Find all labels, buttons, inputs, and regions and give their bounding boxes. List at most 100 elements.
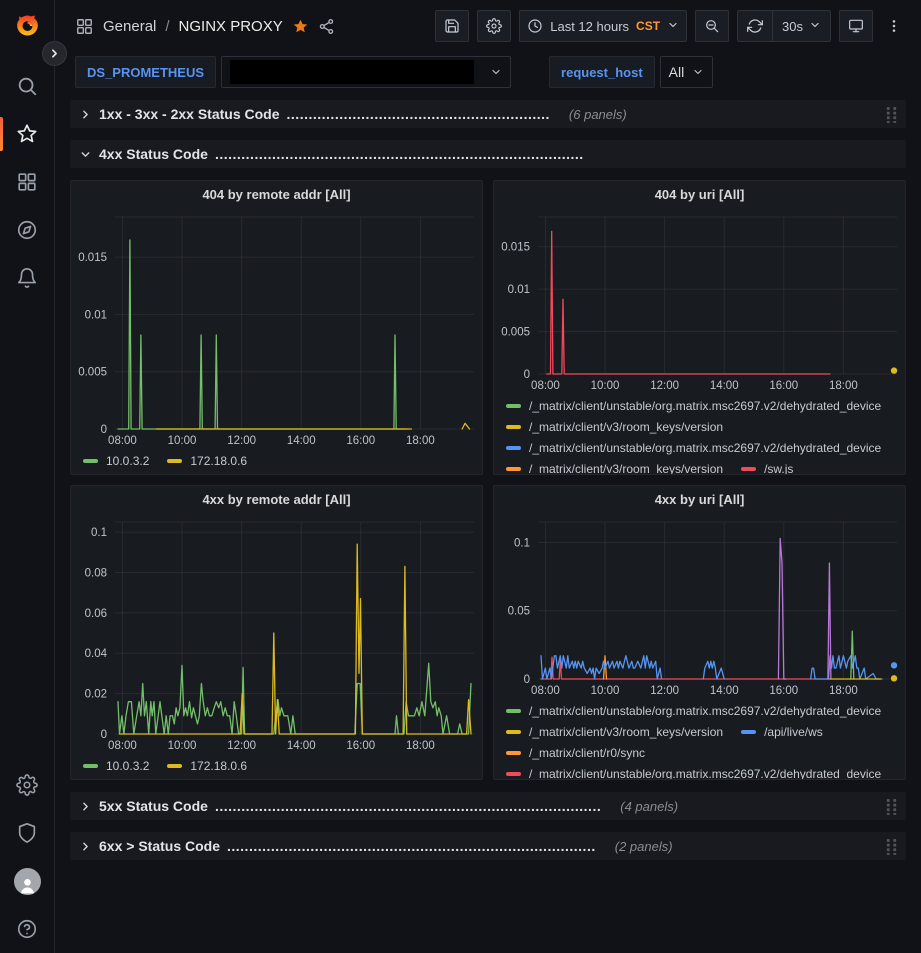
legend-label: /_matrix/client/v3/room_keys/version: [529, 462, 723, 475]
svg-text:0.01: 0.01: [85, 309, 107, 321]
row-title: 6xx > Status Code: [99, 838, 220, 854]
panel-title[interactable]: 4xx by uri [All]: [494, 486, 905, 513]
chart-svg: 00.0050.010.01508:0010:0012:0014:0016:00…: [494, 208, 905, 394]
svg-text:16:00: 16:00: [346, 740, 375, 752]
row-drag-handle[interactable]: [885, 838, 898, 855]
legend-swatch: [506, 446, 521, 450]
row-leader-dots: ........................................…: [227, 838, 596, 854]
row-header-6xx[interactable]: 6xx > Status Code ......................…: [70, 832, 906, 860]
panel-title[interactable]: 404 by remote addr [All]: [71, 181, 482, 208]
row-header-4xx[interactable]: 4xx Status Code ........................…: [70, 140, 906, 168]
legend-item[interactable]: 10.0.3.2: [83, 759, 149, 773]
svg-text:18:00: 18:00: [829, 685, 858, 697]
legend-swatch: [506, 404, 521, 408]
timeseries-chart[interactable]: 00.0050.010.01508:0010:0012:0014:0016:00…: [71, 208, 482, 449]
share-button[interactable]: [318, 18, 335, 35]
variable-value: All: [669, 64, 685, 80]
panel-legend: /_matrix/client/unstable/org.matrix.msc2…: [494, 394, 905, 474]
svg-text:16:00: 16:00: [346, 435, 375, 447]
svg-text:0.015: 0.015: [78, 252, 107, 264]
breadcrumb-folder[interactable]: General: [103, 18, 156, 35]
legend-label: 10.0.3.2: [106, 759, 149, 773]
timeseries-chart[interactable]: 00.050.108:0010:0012:0014:0016:0018:00: [494, 513, 905, 699]
legend-item[interactable]: /_matrix/client/unstable/org.matrix.msc2…: [506, 767, 881, 780]
legend-item[interactable]: /_matrix/client/v3/room_keys/version: [506, 462, 723, 475]
legend-item[interactable]: /_matrix/client/unstable/org.matrix.msc2…: [506, 704, 881, 718]
svg-text:18:00: 18:00: [829, 380, 858, 392]
panel-404-by-remote-addr: 404 by remote addr [All] 00.0050.010.015…: [70, 180, 483, 475]
cycle-view-mode-button[interactable]: [839, 10, 873, 42]
gear-icon: [486, 18, 502, 34]
sidebar-expand-button[interactable]: [42, 41, 67, 66]
variable-label-request-host: request_host: [549, 56, 655, 88]
legend-row: /_matrix/client/unstable/org.matrix.msc2…: [506, 763, 895, 779]
sidebar-item-alerting[interactable]: [0, 254, 55, 302]
sidebar-item-settings[interactable]: [0, 761, 55, 809]
svg-text:0.005: 0.005: [501, 327, 530, 339]
legend-item[interactable]: 172.18.0.6: [167, 454, 247, 468]
legend-item[interactable]: /sw.js: [741, 462, 793, 475]
variable-select-request-host[interactable]: All: [660, 56, 714, 88]
legend-item[interactable]: /_matrix/client/v3/room_keys/version: [506, 420, 723, 434]
dashboard-settings-button[interactable]: [477, 10, 511, 42]
sidebar-item-search[interactable]: [0, 62, 55, 110]
timeseries-chart[interactable]: 00.020.040.060.080.108:0010:0012:0014:00…: [71, 513, 482, 754]
clock-icon: [527, 18, 543, 34]
legend-swatch: [741, 730, 756, 734]
sidebar-item-server-admin[interactable]: [0, 809, 55, 857]
sidebar-item-starred[interactable]: [0, 110, 55, 158]
panel-legend: 10.0.3.2 172.18.0.6: [71, 754, 482, 779]
sidebar-item-help[interactable]: [0, 905, 55, 953]
legend-item[interactable]: /api/live/ws: [741, 725, 823, 739]
svg-text:0.05: 0.05: [508, 606, 530, 618]
row-drag-handle[interactable]: [885, 106, 898, 123]
panel-legend: 10.0.3.2 172.18.0.6: [71, 449, 482, 474]
legend-item[interactable]: 172.18.0.6: [167, 759, 247, 773]
sidebar-item-profile[interactable]: [0, 857, 55, 905]
legend-swatch: [741, 467, 756, 471]
svg-text:0.01: 0.01: [508, 284, 530, 296]
legend-item[interactable]: /_matrix/client/v3/room_keys/version: [506, 725, 723, 739]
favorite-star-button[interactable]: [292, 18, 309, 35]
row-header-1xx-3xx-2xx[interactable]: 1xx - 3xx - 2xx Status Code ............…: [70, 100, 906, 128]
refresh-interval-picker[interactable]: 30s: [772, 11, 830, 41]
legend-row: 10.0.3.2 172.18.0.6: [83, 450, 472, 471]
variable-select-datasource[interactable]: [221, 56, 511, 88]
sidebar-item-dashboards[interactable]: [0, 158, 55, 206]
row-header-5xx[interactable]: 5xx Status Code ........................…: [70, 792, 906, 820]
refresh-button[interactable]: [738, 11, 772, 41]
legend-swatch: [167, 764, 182, 768]
more-options-button[interactable]: [881, 10, 907, 42]
panel-4xx-by-remote-addr: 4xx by remote addr [All] 00.020.040.060.…: [70, 485, 483, 780]
panel-title[interactable]: 404 by uri [All]: [494, 181, 905, 208]
legend-item[interactable]: /_matrix/client/unstable/org.matrix.msc2…: [506, 399, 881, 413]
svg-text:0.005: 0.005: [78, 367, 107, 379]
breadcrumb: General / NGINX PROXY: [75, 17, 335, 36]
chevron-right-icon: [48, 47, 61, 60]
zoom-out-icon: [704, 18, 720, 34]
save-dashboard-button[interactable]: [435, 10, 469, 42]
row-title: 5xx Status Code: [99, 798, 208, 814]
avatar: [14, 868, 41, 895]
legend-swatch: [506, 709, 521, 713]
row-drag-handle[interactable]: [885, 798, 898, 815]
row-panel-count: (6 panels): [569, 107, 627, 122]
legend-swatch: [506, 425, 521, 429]
dashboards-grid-icon: [75, 17, 94, 36]
sidebar-item-explore[interactable]: [0, 206, 55, 254]
help-icon: [16, 918, 38, 940]
svg-text:16:00: 16:00: [769, 380, 798, 392]
legend-item[interactable]: /_matrix/client/r0/sync: [506, 746, 645, 760]
legend-row: /_matrix/client/v3/room_keys/version/api…: [506, 721, 895, 742]
legend-item[interactable]: 10.0.3.2: [83, 454, 149, 468]
legend-label: /_matrix/client/r0/sync: [529, 746, 645, 760]
time-range-picker[interactable]: Last 12 hours CST: [519, 10, 687, 42]
zoom-out-time-button[interactable]: [695, 10, 729, 42]
svg-text:12:00: 12:00: [650, 685, 679, 697]
svg-text:14:00: 14:00: [710, 380, 739, 392]
timeseries-chart[interactable]: 00.0050.010.01508:0010:0012:0014:0016:00…: [494, 208, 905, 394]
svg-text:0: 0: [101, 729, 107, 741]
legend-item[interactable]: /_matrix/client/unstable/org.matrix.msc2…: [506, 441, 881, 455]
panel-title[interactable]: 4xx by remote addr [All]: [71, 486, 482, 513]
chart-svg: 00.050.108:0010:0012:0014:0016:0018:00: [494, 513, 905, 699]
